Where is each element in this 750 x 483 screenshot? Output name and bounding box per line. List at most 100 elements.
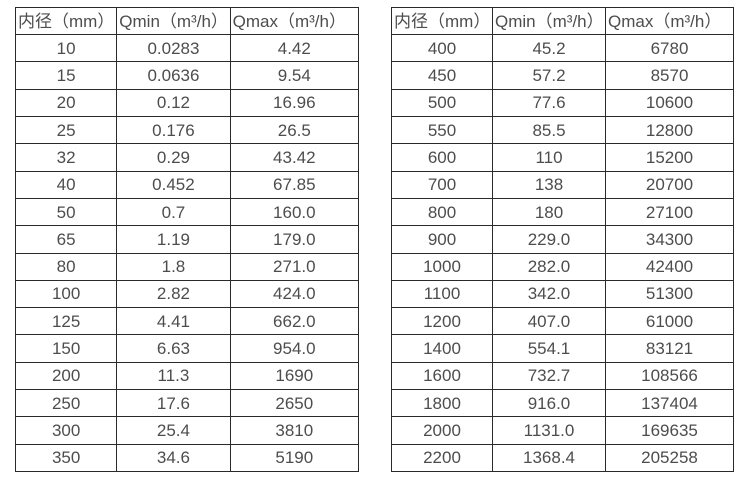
cell-qmax: 6780 — [605, 33, 734, 63]
table-row: 1200 407.0 61000 — [391, 307, 734, 336]
table-row: 800 180 27100 — [391, 197, 734, 227]
cell-qmax: 4.42 — [229, 33, 360, 63]
cell-diameter: 400 — [391, 33, 493, 63]
table-row: 350 34.6 5190 — [14, 443, 360, 473]
header-row: 内径（mm） Qmin（m³/h） Qmax（m³/h） — [14, 7, 360, 35]
cell-qmin: 916.0 — [492, 389, 606, 418]
cell-qmax: 662.0 — [229, 307, 360, 336]
cell-qmax: 137404 — [605, 389, 734, 418]
cell-qmax: 16.96 — [229, 88, 360, 117]
cell-qmin: 110 — [492, 143, 606, 172]
cell-qmin: 342.0 — [492, 279, 606, 309]
cell-diameter: 1000 — [391, 252, 493, 281]
table-row: 125 4.41 662.0 — [14, 307, 360, 336]
cell-qmin: 138 — [492, 170, 606, 199]
cell-qmax: 34300 — [605, 225, 734, 254]
cell-qmax: 9.54 — [229, 61, 360, 90]
table-row: 50 0.7 160.0 — [14, 197, 360, 227]
cell-qmin: 0.0636 — [116, 61, 231, 90]
table-row: 20 0.12 16.96 — [14, 88, 360, 117]
table-row: 100 2.82 424.0 — [14, 279, 360, 309]
table-row: 1600 732.7 108566 — [391, 361, 734, 391]
cell-qmin: 11.3 — [116, 361, 231, 391]
cell-qmax: 27100 — [605, 197, 734, 227]
cell-qmin: 282.0 — [492, 252, 606, 281]
column-header-qmax: Qmax（m³/h） — [605, 7, 734, 35]
table-row: 65 1.19 179.0 — [14, 225, 360, 254]
cell-diameter: 200 — [14, 361, 118, 391]
cell-qmin: 6.63 — [116, 334, 231, 363]
cell-diameter: 1400 — [391, 334, 493, 363]
table-row: 1100 342.0 51300 — [391, 279, 734, 309]
cell-qmax: 424.0 — [229, 279, 360, 309]
cell-qmin: 1.8 — [116, 252, 231, 281]
cell-qmin: 1368.4 — [492, 443, 606, 473]
cell-qmin: 1131.0 — [492, 416, 606, 445]
table-row: 40 0.452 67.85 — [14, 170, 360, 199]
cell-diameter: 900 — [391, 225, 493, 254]
cell-diameter: 150 — [14, 334, 118, 363]
cell-qmin: 77.6 — [492, 88, 606, 117]
cell-qmax: 160.0 — [229, 197, 360, 227]
cell-diameter: 700 — [391, 170, 493, 199]
cell-qmax: 8570 — [605, 61, 734, 90]
cell-qmin: 0.12 — [116, 88, 231, 117]
table-row: 1400 554.1 83121 — [391, 334, 734, 363]
cell-diameter: 350 — [14, 443, 118, 473]
cell-qmax: 10600 — [605, 88, 734, 117]
cell-qmax: 61000 — [605, 307, 734, 336]
cell-qmin: 0.0283 — [116, 33, 231, 63]
cell-qmin: 17.6 — [116, 389, 231, 418]
cell-qmin: 85.5 — [492, 115, 606, 145]
cell-qmax: 205258 — [605, 443, 734, 473]
cell-qmin: 34.6 — [116, 443, 231, 473]
table-row: 32 0.29 43.42 — [14, 143, 360, 172]
table-row: 10 0.0283 4.42 — [14, 33, 360, 63]
cell-qmin: 0.7 — [116, 197, 231, 227]
cell-diameter: 500 — [391, 88, 493, 117]
header-row: 内径（mm） Qmin（m³/h） Qmax（m³/h） — [391, 7, 734, 35]
cell-diameter: 50 — [14, 197, 118, 227]
cell-diameter: 1200 — [391, 307, 493, 336]
cell-qmin: 554.1 — [492, 334, 606, 363]
cell-qmin: 0.452 — [116, 170, 231, 199]
cell-qmin: 25.4 — [116, 416, 231, 445]
cell-qmax: 169635 — [605, 416, 734, 445]
cell-qmin: 0.29 — [116, 143, 231, 172]
cell-qmax: 108566 — [605, 361, 734, 391]
cell-diameter: 1600 — [391, 361, 493, 391]
cell-qmax: 271.0 — [229, 252, 360, 281]
cell-qmax: 20700 — [605, 170, 734, 199]
cell-qmin: 0.176 — [116, 115, 231, 145]
flow-table-left: 内径（mm） Qmin（m³/h） Qmax（m³/h） 10 0.0283 4.42 15… — [14, 7, 360, 473]
table-row: 900 229.0 34300 — [391, 225, 734, 254]
cell-qmax: 179.0 — [229, 225, 360, 254]
table-row: 200 11.3 1690 — [14, 361, 360, 391]
table-row: 250 17.6 2650 — [14, 389, 360, 418]
cell-qmax: 1690 — [229, 361, 360, 391]
table-row: 700 138 20700 — [391, 170, 734, 199]
cell-qmax: 3810 — [229, 416, 360, 445]
cell-qmin: 732.7 — [492, 361, 606, 391]
table-row: 550 85.5 12800 — [391, 115, 734, 145]
cell-diameter: 32 — [14, 143, 118, 172]
cell-qmin: 57.2 — [492, 61, 606, 90]
cell-qmax: 43.42 — [229, 143, 360, 172]
column-header-diameter: 内径（mm） — [391, 7, 493, 35]
cell-qmax: 954.0 — [229, 334, 360, 363]
cell-diameter: 2200 — [391, 443, 493, 473]
cell-diameter: 15 — [14, 61, 118, 90]
cell-diameter: 125 — [14, 307, 118, 336]
cell-qmax: 2650 — [229, 389, 360, 418]
cell-diameter: 25 — [14, 115, 118, 145]
column-header-diameter: 内径（mm） — [14, 7, 118, 35]
cell-diameter: 1800 — [391, 389, 493, 418]
flow-table-right: 内径（mm） Qmin（m³/h） Qmax（m³/h） 400 45.2 6780 450… — [391, 7, 734, 473]
cell-diameter: 300 — [14, 416, 118, 445]
table-row: 400 45.2 6780 — [391, 33, 734, 63]
cell-diameter: 40 — [14, 170, 118, 199]
cell-qmax: 12800 — [605, 115, 734, 145]
cell-qmin: 180 — [492, 197, 606, 227]
cell-diameter: 80 — [14, 252, 118, 281]
cell-diameter: 65 — [14, 225, 118, 254]
